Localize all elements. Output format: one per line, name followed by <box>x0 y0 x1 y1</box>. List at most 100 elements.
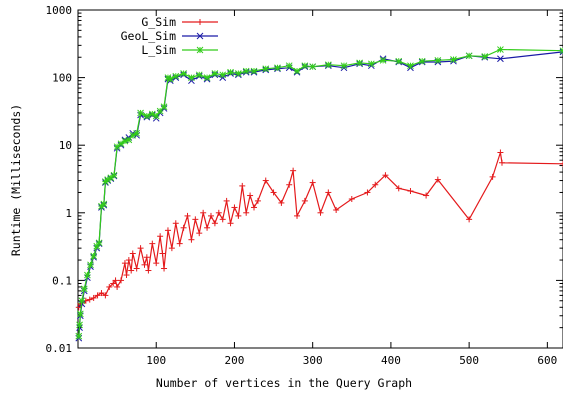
data-point-g-sim <box>133 265 140 272</box>
data-point-l-sim <box>84 271 91 279</box>
data-point-l-sim <box>465 52 473 60</box>
data-point-g-sim <box>251 204 258 211</box>
data-point-g-sim <box>200 209 207 216</box>
data-point-l-sim <box>418 57 426 65</box>
data-point-l-sim <box>227 68 234 76</box>
data-point-g-sim <box>301 197 308 204</box>
data-point-g-sim <box>143 254 150 261</box>
data-point-g-sim <box>395 185 402 192</box>
data-point-g-sim <box>145 267 152 274</box>
data-point-l-sim <box>203 74 211 81</box>
data-point-g-sim <box>180 224 187 231</box>
data-point-l-sim <box>166 75 174 83</box>
y-tick-label: 0.1 <box>52 274 72 287</box>
data-point-g-sim <box>102 292 109 299</box>
data-point-g-sim <box>294 212 301 219</box>
data-point-l-sim <box>211 70 219 77</box>
data-point-l-sim <box>293 67 301 75</box>
data-point-g-sim <box>114 283 121 290</box>
data-point-l-sim <box>340 62 348 70</box>
data-point-g-sim <box>112 277 119 284</box>
data-point-l-sim <box>172 72 180 80</box>
data-point-l-sim <box>395 57 403 65</box>
data-point-g-sim <box>364 189 371 196</box>
data-point-g-sim <box>219 216 226 223</box>
data-point-g-sim <box>286 181 293 188</box>
x-tick-label: 100 <box>146 354 166 367</box>
data-point-l-sim <box>250 67 258 75</box>
data-point-g-sim <box>317 209 324 216</box>
data-point-g-sim <box>98 290 105 297</box>
data-point-g-sim <box>489 173 496 180</box>
data-point-l-sim <box>90 252 97 260</box>
data-point-l-sim <box>87 261 94 269</box>
data-point-g-sim <box>207 212 214 219</box>
data-point-g-sim <box>149 240 156 247</box>
legend-marker-l-sim <box>196 46 204 54</box>
data-point-g-sim <box>498 159 505 166</box>
x-tick-label: 600 <box>537 354 557 367</box>
data-point-g-sim <box>211 220 218 227</box>
y-axis-label: Runtime (Milliseconds) <box>9 104 23 256</box>
data-point-g-sim <box>106 283 113 290</box>
data-point-l-sim <box>76 321 83 329</box>
x-tick-label: 400 <box>381 354 401 367</box>
data-point-l-sim <box>285 62 293 70</box>
data-point-g-sim <box>223 197 230 204</box>
data-point-g-sim <box>243 209 250 216</box>
data-point-l-sim <box>78 297 86 305</box>
data-point-g-sim <box>372 181 379 188</box>
x-axis-label: Number of vertices in the Query Graph <box>156 376 412 390</box>
data-point-l-sim <box>242 67 250 75</box>
plot-frame <box>77 9 563 349</box>
data-point-g-sim <box>239 182 246 189</box>
data-point-l-sim <box>100 200 108 208</box>
data-point-l-sim <box>219 71 227 79</box>
data-point-l-sim <box>117 140 125 148</box>
data-point-g-sim <box>153 260 160 267</box>
legend-label-l-sim: L_Sim <box>141 43 176 57</box>
data-point-g-sim <box>231 204 238 211</box>
data-point-g-sim <box>141 261 148 268</box>
data-point-g-sim <box>434 176 441 183</box>
data-point-l-sim <box>143 112 151 120</box>
data-point-l-sim <box>148 110 156 118</box>
data-point-g-sim <box>188 236 195 243</box>
data-point-l-sim <box>160 103 168 111</box>
data-point-g-sim <box>164 227 171 234</box>
data-point-g-sim <box>333 207 340 214</box>
data-point-l-sim <box>407 62 414 70</box>
data-point-g-sim <box>129 250 136 257</box>
data-point-geol-sim <box>559 48 563 56</box>
data-point-g-sim <box>196 230 203 237</box>
data-point-g-sim <box>176 240 183 247</box>
data-point-l-sim <box>450 56 457 63</box>
data-point-g-sim <box>121 260 128 267</box>
data-point-l-sim <box>188 74 195 81</box>
data-point-g-sim <box>227 220 234 227</box>
data-point-g-sim <box>254 197 261 204</box>
data-point-l-sim <box>497 46 504 53</box>
data-point-l-sim <box>110 171 118 179</box>
data-point-l-sim <box>95 239 103 247</box>
data-point-g-sim <box>262 177 269 184</box>
data-point-l-sim <box>262 65 270 73</box>
data-point-l-sim <box>235 70 242 77</box>
data-point-l-sim <box>152 112 160 120</box>
data-point-g-sim <box>215 209 222 216</box>
data-point-l-sim <box>367 60 375 68</box>
data-point-l-sim <box>133 129 141 137</box>
data-point-l-sim <box>75 332 83 340</box>
x-tick-label: 200 <box>225 354 245 367</box>
legend-marker-g-sim <box>197 19 203 25</box>
data-point-g-sim <box>125 257 132 264</box>
data-point-g-sim <box>325 189 332 196</box>
data-point-g-sim <box>90 294 97 301</box>
data-point-l-sim <box>113 143 121 151</box>
series-line-l-sim <box>78 48 563 337</box>
data-point-l-sim <box>195 71 203 79</box>
data-point-l-sim <box>324 61 332 69</box>
data-point-g-sim <box>382 172 389 179</box>
